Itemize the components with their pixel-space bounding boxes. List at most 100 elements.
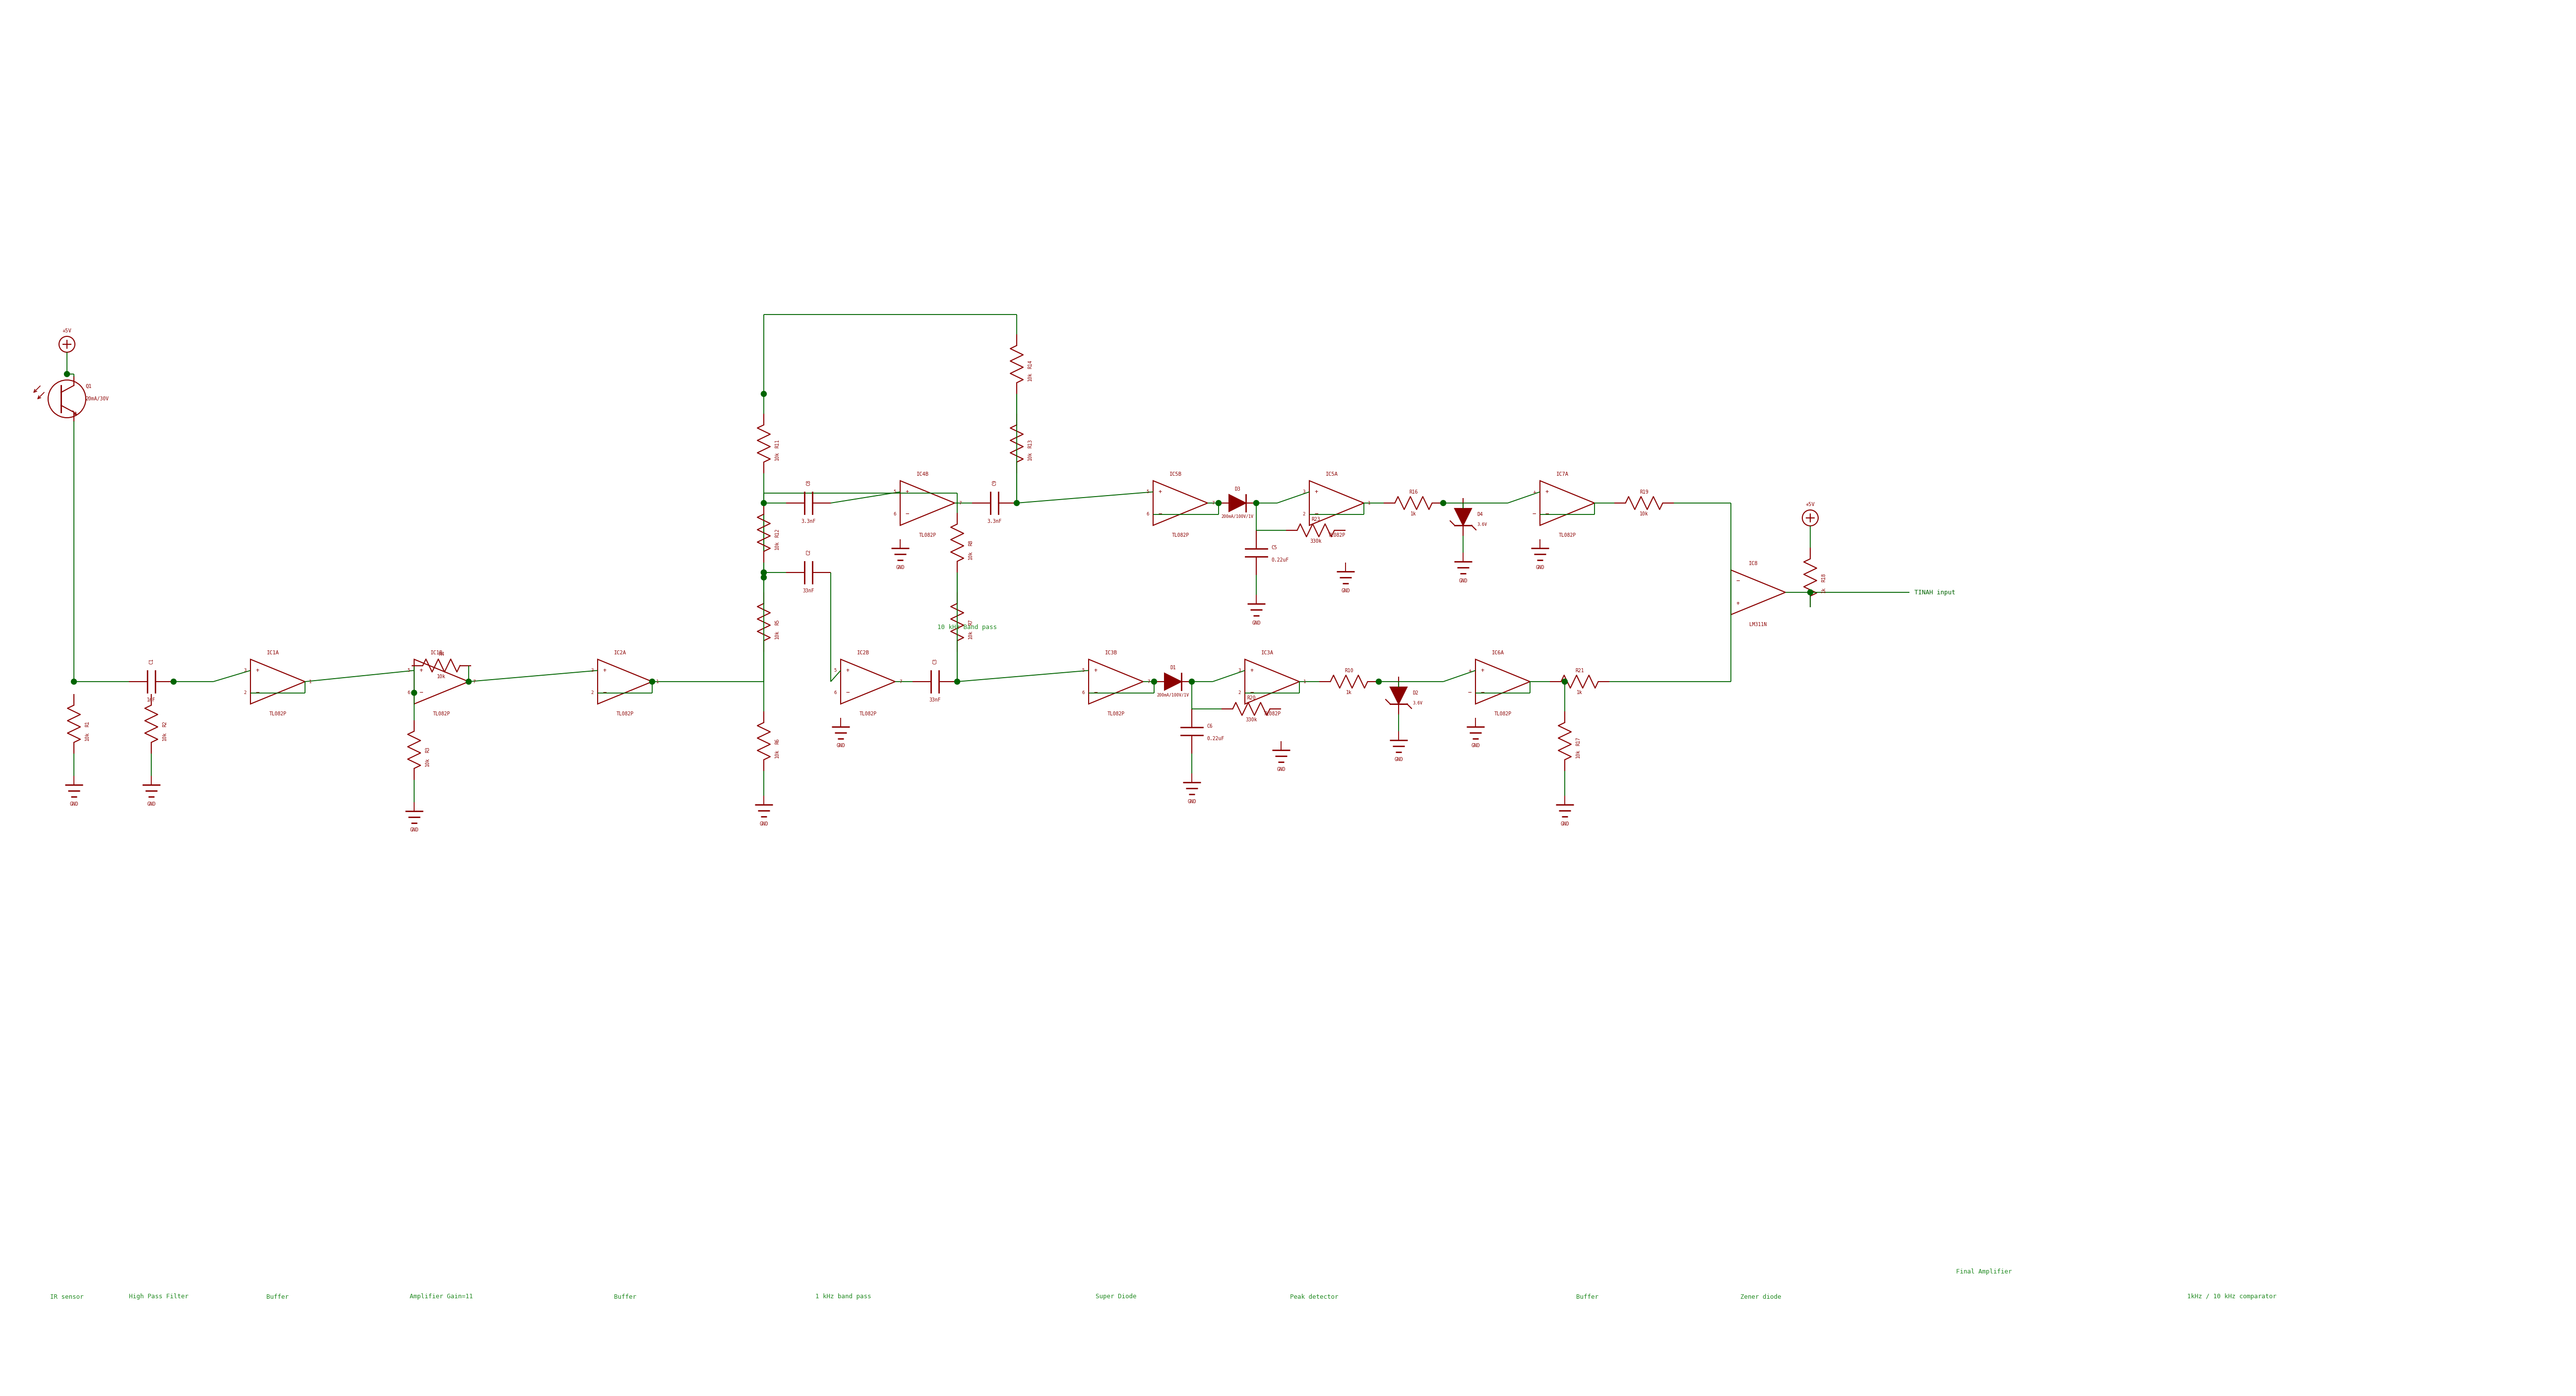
Text: 5: 5 — [835, 669, 837, 673]
Text: GND: GND — [1342, 588, 1350, 593]
Text: R19: R19 — [1641, 490, 1649, 494]
Text: 10k: 10k — [775, 750, 781, 758]
Polygon shape — [1229, 494, 1247, 511]
Text: 1: 1 — [1368, 501, 1370, 505]
Text: TL082P: TL082P — [616, 712, 634, 716]
Text: IC3A: IC3A — [1262, 651, 1273, 655]
Text: 10k: 10k — [969, 630, 974, 639]
Text: 7: 7 — [471, 680, 477, 684]
Text: GND: GND — [1458, 578, 1468, 584]
Text: 10k: 10k — [775, 540, 781, 550]
Circle shape — [1216, 500, 1221, 505]
Text: Amplifier Gain=11: Amplifier Gain=11 — [410, 1294, 474, 1300]
Text: GND: GND — [896, 565, 904, 570]
Text: 7: 7 — [899, 680, 902, 684]
Text: D1: D1 — [1170, 666, 1175, 670]
Text: −: − — [1468, 690, 1471, 697]
Text: C8: C8 — [806, 480, 811, 486]
Text: +: + — [420, 667, 422, 674]
Text: GND: GND — [1252, 621, 1260, 625]
Text: High Pass Filter: High Pass Filter — [129, 1294, 188, 1300]
Text: 5: 5 — [1082, 669, 1084, 673]
Circle shape — [760, 570, 768, 575]
Text: 2: 2 — [590, 691, 592, 695]
Text: TL082P: TL082P — [1172, 533, 1190, 537]
Text: +: + — [1546, 489, 1548, 496]
Text: IC4B: IC4B — [917, 472, 930, 477]
Text: Q1: Q1 — [85, 384, 93, 389]
Text: GND: GND — [1535, 565, 1546, 570]
Text: 3.3nF: 3.3nF — [801, 519, 817, 524]
Text: 10k: 10k — [1028, 451, 1033, 461]
Text: R7: R7 — [969, 620, 974, 625]
Text: R14: R14 — [1028, 360, 1033, 369]
Text: C2: C2 — [806, 549, 811, 556]
Text: GND: GND — [837, 744, 845, 748]
Text: −: − — [1095, 690, 1097, 697]
Text: GND: GND — [1471, 744, 1479, 748]
Text: TL082P: TL082P — [268, 712, 286, 716]
Text: 5: 5 — [407, 669, 410, 673]
Text: GND: GND — [1561, 821, 1569, 826]
Text: 1 kHz band pass: 1 kHz band pass — [814, 1294, 871, 1300]
Text: 3: 3 — [1303, 490, 1306, 494]
Text: 10k: 10k — [85, 732, 90, 740]
Text: 2: 2 — [245, 691, 247, 695]
Text: IC6A: IC6A — [1492, 651, 1504, 655]
Circle shape — [170, 678, 175, 684]
Text: IC1B: IC1B — [430, 651, 443, 655]
Text: 6: 6 — [1082, 691, 1084, 695]
Text: +: + — [603, 667, 605, 674]
Text: R10: R10 — [1345, 669, 1352, 673]
Text: Buffer: Buffer — [613, 1294, 636, 1300]
Text: 7: 7 — [1146, 680, 1149, 684]
Text: C9: C9 — [992, 480, 997, 486]
Text: 1kHz / 10 kHz comparator: 1kHz / 10 kHz comparator — [2187, 1294, 2277, 1300]
Text: R5: R5 — [775, 620, 781, 625]
Circle shape — [412, 690, 417, 695]
Text: 3: 3 — [245, 669, 247, 673]
Text: GND: GND — [760, 821, 768, 826]
Text: 1: 1 — [657, 680, 659, 684]
Text: +: + — [1249, 667, 1255, 674]
Circle shape — [72, 678, 77, 684]
Text: TL082P: TL082P — [1327, 533, 1345, 537]
Text: 10 kHz Band pass: 10 kHz Band pass — [938, 624, 997, 630]
Text: IR sensor: IR sensor — [49, 1294, 82, 1300]
Text: R17: R17 — [1577, 737, 1582, 745]
Text: R18: R18 — [1821, 574, 1826, 582]
Circle shape — [760, 570, 768, 575]
Text: TL082P: TL082P — [1262, 712, 1280, 716]
Text: +: + — [255, 667, 260, 674]
Circle shape — [466, 678, 471, 684]
Text: C3: C3 — [933, 659, 938, 664]
Text: GND: GND — [1188, 799, 1195, 804]
Text: TL082P: TL082P — [1494, 712, 1512, 716]
Text: IC2B: IC2B — [858, 651, 868, 655]
Text: 1k: 1k — [1577, 690, 1582, 695]
Text: IC5B: IC5B — [1170, 472, 1182, 477]
Text: 1k: 1k — [1412, 511, 1417, 517]
Text: 6: 6 — [894, 512, 896, 517]
Text: R1: R1 — [85, 720, 90, 727]
Circle shape — [760, 391, 768, 396]
Circle shape — [1190, 678, 1195, 684]
Text: 1: 1 — [309, 680, 312, 684]
Text: −: − — [603, 690, 605, 697]
Text: 0.22uF: 0.22uF — [1206, 736, 1224, 741]
Text: 1: 1 — [1303, 680, 1306, 684]
Circle shape — [760, 500, 768, 505]
Text: +: + — [1095, 667, 1097, 674]
Text: −: − — [1546, 511, 1548, 518]
Text: 1k: 1k — [1347, 690, 1352, 695]
Text: GND: GND — [410, 828, 417, 832]
Text: IC2A: IC2A — [613, 651, 626, 655]
Text: 6: 6 — [1146, 512, 1149, 517]
Text: 10k: 10k — [438, 674, 446, 678]
Text: R4: R4 — [438, 652, 443, 658]
Text: −: − — [1481, 690, 1484, 697]
Circle shape — [760, 575, 768, 581]
Circle shape — [1561, 678, 1566, 684]
Text: R13: R13 — [1028, 440, 1033, 448]
Text: TL082P: TL082P — [1108, 712, 1126, 716]
